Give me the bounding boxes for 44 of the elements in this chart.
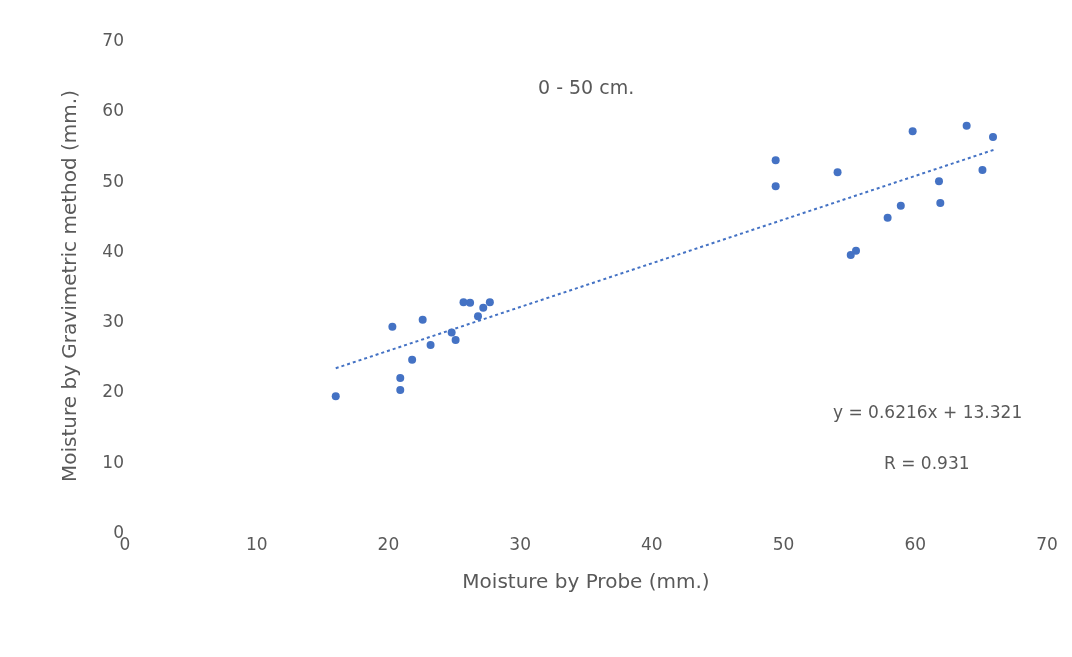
point — [852, 246, 861, 255]
text: 0 - 50 cm. — [538, 76, 635, 98]
point — [451, 336, 460, 345]
point — [978, 166, 987, 175]
point — [479, 303, 488, 312]
annotation: R = 0.931 — [884, 453, 970, 473]
point — [388, 322, 397, 331]
point — [962, 121, 971, 130]
y-tick-label: 60 — [102, 100, 124, 121]
point — [936, 199, 945, 208]
point — [989, 132, 997, 141]
point — [426, 341, 435, 350]
annotation: y = 0.6216x + 13.321 — [833, 402, 1023, 422]
point — [418, 315, 427, 324]
point — [883, 213, 892, 222]
point — [466, 298, 475, 307]
point — [846, 251, 855, 260]
y-axis-title: Moisture by Gravimetric method (mm.) — [56, 90, 81, 482]
point — [896, 201, 905, 210]
point — [771, 156, 780, 165]
point — [396, 374, 405, 383]
y-tick-label: 20 — [102, 381, 124, 402]
x-tick-label: 50 — [772, 534, 795, 554]
y-tick-label: 70 — [102, 29, 124, 50]
y-tick-label: 40 — [102, 240, 124, 261]
x-tick-label: 40 — [641, 534, 663, 554]
x-tick-label: 60 — [904, 534, 927, 554]
y-tick-label: 30 — [102, 311, 124, 332]
x-tick-label: 10 — [245, 534, 268, 554]
point — [331, 392, 340, 401]
point — [396, 386, 405, 395]
point — [485, 298, 494, 307]
x-tick-label: 30 — [509, 534, 531, 554]
x-axis-title: Moisture by Probe (mm.) — [462, 568, 710, 593]
point — [908, 127, 917, 136]
point — [934, 177, 943, 186]
x-tick-label: 20 — [377, 534, 400, 554]
point — [833, 168, 842, 177]
point — [473, 312, 482, 321]
y-tick-label: 50 — [102, 170, 124, 191]
point — [408, 355, 417, 364]
x-tick-label: 70 — [1036, 534, 1058, 554]
point — [771, 182, 780, 191]
y-tick-label: 10 — [102, 451, 124, 472]
